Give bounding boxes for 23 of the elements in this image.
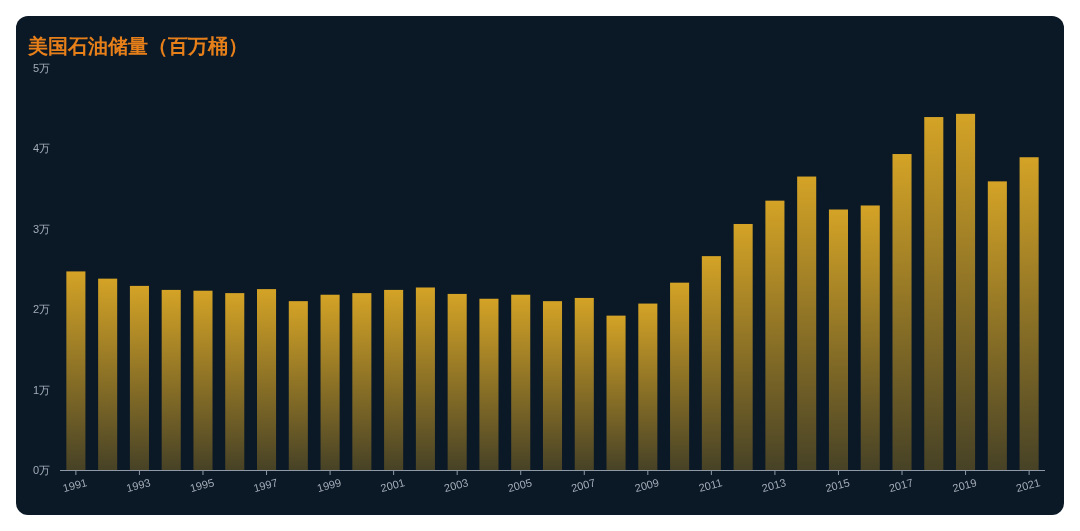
x-tick-label: 2011 bbox=[697, 476, 724, 494]
x-tick-label: 2005 bbox=[506, 476, 534, 495]
x-tick-label: 1995 bbox=[188, 476, 216, 495]
y-tick-label: 5万 bbox=[32, 62, 50, 74]
x-tick-label: 2007 bbox=[569, 476, 597, 495]
x-tick-label: 2015 bbox=[824, 476, 851, 495]
x-tick-label: 2013 bbox=[760, 476, 788, 495]
x-tick-label: 1999 bbox=[315, 476, 343, 495]
x-tick-label: 2003 bbox=[442, 476, 470, 495]
x-tick-label: 1993 bbox=[125, 476, 152, 495]
chart-title: 美国石油储量（百万桶） bbox=[27, 35, 248, 57]
x-tick-label: 1991 bbox=[61, 476, 89, 495]
y-tick-label: 0万 bbox=[32, 464, 50, 476]
x-tick-label: 2019 bbox=[951, 476, 978, 495]
x-tick-label: 2009 bbox=[633, 476, 661, 495]
x-tick-label: 2001 bbox=[379, 476, 406, 495]
y-tick-label: 3万 bbox=[32, 222, 50, 235]
y-tick-label: 2万 bbox=[32, 303, 50, 316]
x-tick-label: 2017 bbox=[887, 476, 915, 495]
y-tick-label: 1万 bbox=[32, 383, 50, 396]
x-tick-label: 2021 bbox=[1014, 476, 1042, 495]
x-tick-label: 1997 bbox=[252, 476, 279, 495]
y-tick-label: 4万 bbox=[32, 142, 50, 155]
